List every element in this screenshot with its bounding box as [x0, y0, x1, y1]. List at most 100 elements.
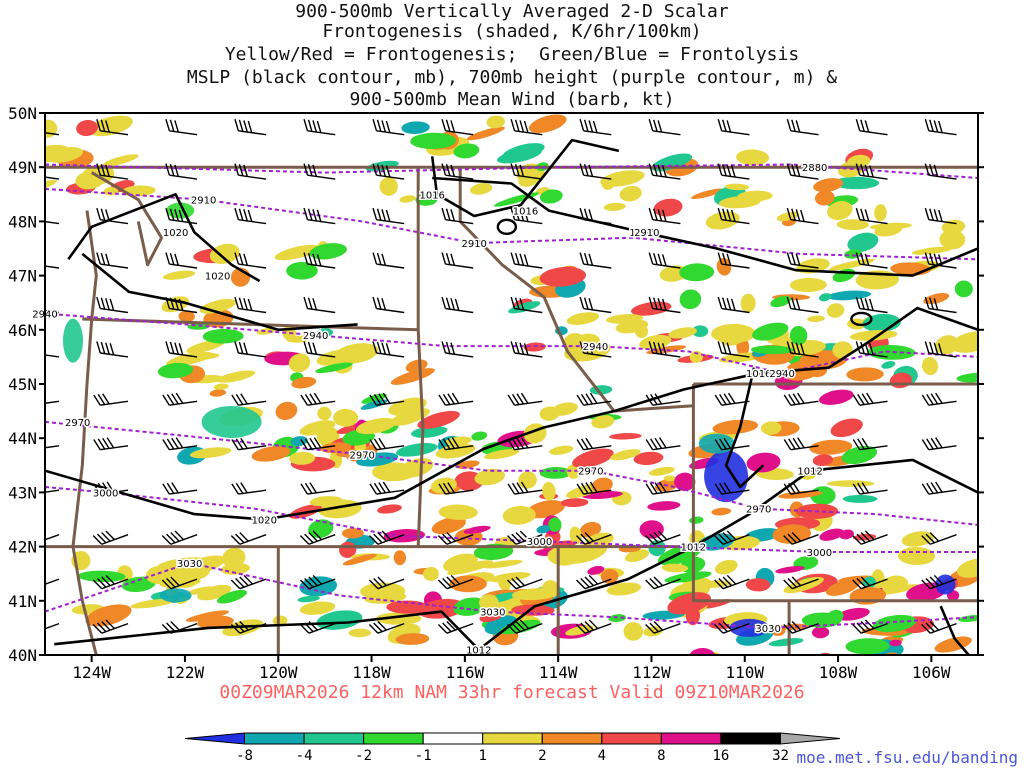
- mslp-label: 1016: [419, 190, 444, 201]
- barb-flag: [787, 533, 797, 544]
- barb-flag: [169, 208, 175, 221]
- barb-flag: [105, 342, 110, 355]
- barb-flag: [376, 341, 382, 354]
- barb-flag: [243, 342, 248, 355]
- barb-flag: [442, 578, 452, 588]
- barb-flag: [510, 119, 516, 132]
- barb-flag: [299, 535, 310, 545]
- barb-flag: [658, 481, 667, 493]
- barb-shaft: [170, 534, 198, 545]
- wind-barb: [507, 576, 543, 590]
- shade-cell: [130, 598, 175, 609]
- barb-shaft: [376, 130, 405, 136]
- barb-flag: [864, 619, 875, 630]
- height-label: 2940: [769, 369, 794, 380]
- barb-flag: [316, 209, 322, 222]
- barb-flag: [300, 483, 309, 495]
- barb-flag: [308, 620, 318, 631]
- shade-cell: [288, 353, 311, 373]
- wind-barb: [510, 341, 543, 358]
- barb-flag: [516, 393, 525, 405]
- shade-cell: [740, 293, 756, 313]
- barb-flag: [369, 394, 378, 406]
- barb-flag: [304, 438, 313, 450]
- shade-cell: [481, 559, 523, 569]
- lat-tick-label: 42N: [8, 538, 37, 557]
- barb-flag: [648, 252, 654, 265]
- shade-cell: [648, 466, 675, 476]
- barb-flag: [860, 119, 865, 132]
- barb-shaft: [514, 174, 543, 180]
- barb-flag: [579, 296, 585, 309]
- barb-flag: [369, 483, 378, 495]
- barb-shaft: [376, 445, 405, 451]
- barb-flag: [239, 532, 249, 542]
- wind-barb: [45, 578, 60, 590]
- wind-barb: [230, 532, 267, 545]
- shade-cell: [341, 527, 364, 539]
- mslp-label: 1016: [513, 207, 538, 218]
- shade-cell: [809, 439, 853, 455]
- barb-flag: [102, 482, 110, 494]
- barb-flag: [653, 532, 664, 542]
- barb-flag: [654, 437, 663, 449]
- barb-shaft: [514, 489, 543, 495]
- lat-tick-label: 41N: [8, 592, 37, 611]
- barb-flag: [165, 119, 171, 132]
- height-label: 3030: [480, 608, 505, 619]
- barb-flag: [312, 164, 318, 177]
- wind-barb: [783, 576, 819, 590]
- barb-flag: [714, 394, 723, 406]
- barb-flag: [929, 297, 934, 310]
- barb-shaft: [652, 489, 681, 495]
- barb-flag: [381, 298, 387, 311]
- barb-flag: [654, 482, 663, 494]
- wind-barb: [717, 163, 750, 180]
- barb-flag: [645, 483, 654, 495]
- shade-cell: [872, 614, 917, 633]
- barb-flag: [791, 252, 796, 265]
- barb-flag: [441, 207, 447, 220]
- barb-flag: [855, 119, 861, 132]
- barb-flag: [235, 578, 245, 588]
- barb-flag: [869, 165, 874, 178]
- barb-shaft: [928, 130, 957, 136]
- barb-flag: [438, 394, 447, 406]
- wind-barb: [510, 163, 543, 180]
- barb-flag: [580, 533, 590, 544]
- barb-flag: [299, 579, 310, 590]
- shade-cell: [663, 475, 676, 482]
- height-contour: [45, 163, 978, 179]
- shade-cell: [399, 195, 416, 203]
- title-line-3: Yellow/Red = Frontogenesis; Green/Blue =…: [224, 44, 800, 65]
- barb-flag: [511, 578, 521, 588]
- shade-cell: [839, 529, 854, 540]
- barb-flag: [510, 341, 516, 354]
- barb-flag: [165, 252, 171, 265]
- barb-flag: [441, 296, 447, 309]
- barb-flag: [719, 393, 727, 405]
- barb-flag: [857, 438, 865, 450]
- barb-flag: [588, 120, 594, 133]
- barb-flag: [938, 120, 943, 133]
- barb-shaft: [652, 307, 681, 314]
- barb-flag: [935, 392, 943, 404]
- barb-flag: [304, 482, 313, 494]
- barb-shaft: [928, 400, 957, 406]
- barb-shaft: [170, 622, 198, 634]
- barb-flag: [515, 576, 525, 587]
- barb-shaft: [652, 130, 681, 136]
- barb-flag: [170, 532, 180, 542]
- shade-cell: [377, 504, 402, 514]
- barb-flag: [717, 163, 723, 176]
- barb-flag: [507, 624, 517, 634]
- shade-cell: [847, 232, 879, 252]
- mslp-contour: [67, 193, 261, 283]
- barb-shaft: [446, 578, 474, 590]
- credit-link[interactable]: moe.met.fsu.edu/banding: [796, 748, 1018, 767]
- shade-cell: [447, 560, 494, 576]
- wind-barb: [786, 296, 819, 314]
- barb-flag: [924, 296, 930, 309]
- barb-flag: [925, 622, 935, 633]
- barb-shaft: [307, 174, 336, 180]
